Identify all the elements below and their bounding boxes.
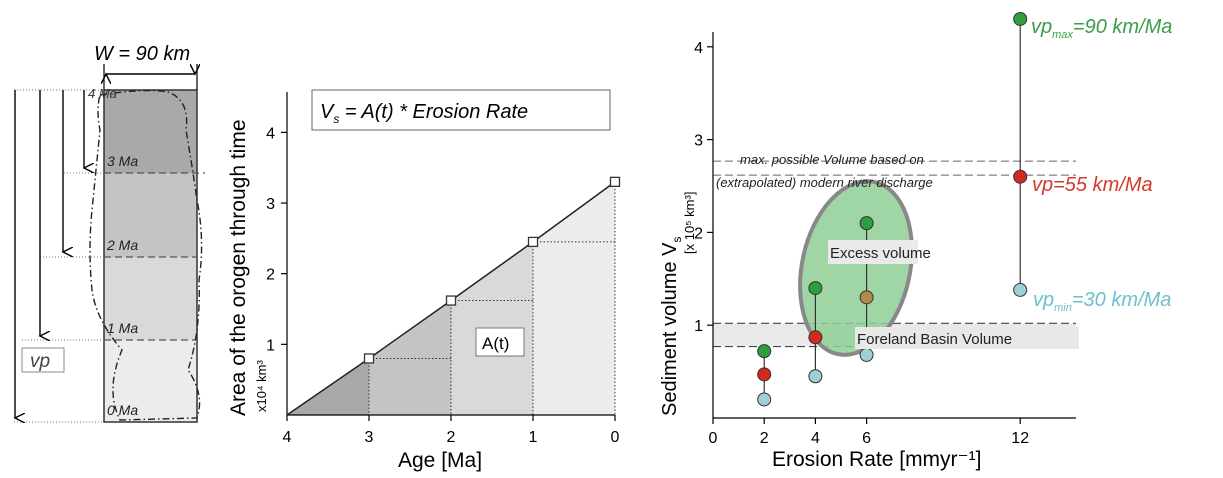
foreland-label: Foreland Basin Volume [857, 331, 1012, 348]
max-volume-label-2: (extrapolated) modern river discharge [716, 175, 933, 190]
data-point [445, 295, 457, 306]
data-point-green [808, 281, 823, 296]
data-point-green [757, 344, 772, 359]
y-tick-label: 1 [266, 337, 275, 354]
band-1-0 [104, 340, 197, 422]
band-2-1 [104, 257, 197, 340]
x-tick-label: 0 [709, 430, 718, 447]
area-line [286, 176, 621, 416]
excess-label-box [828, 240, 918, 264]
data-point [609, 176, 621, 187]
age-label-2ma: 2 Ma [106, 237, 138, 253]
band-3-2 [104, 173, 197, 257]
age-label-0ma: 0 Ma [107, 402, 138, 418]
data-point-green [1013, 11, 1028, 26]
vp-label-box [21, 347, 65, 373]
data-point [363, 353, 375, 364]
x-tick-label: 6 [862, 430, 871, 447]
region-label-box [475, 327, 525, 357]
area-segment [369, 300, 451, 415]
data-point-cyan [757, 392, 772, 407]
area-y-label: Area of the orogen through time [227, 119, 250, 416]
y-tick-label: 4 [694, 40, 703, 57]
x-tick-label: 1 [529, 429, 538, 446]
y-tick-label: 3 [694, 133, 703, 150]
age-label-4ma: 4 Ma [88, 86, 117, 101]
data-point-brown [859, 290, 874, 305]
data-point-cyan [808, 369, 823, 384]
age-label-3ma: 3 Ma [107, 153, 138, 169]
data-point [527, 236, 539, 248]
x-tick-label: 4 [283, 429, 292, 446]
area-segment [533, 181, 615, 415]
y-tick-label: 2 [694, 225, 703, 242]
formula-box [311, 89, 611, 131]
scatter-x-label: Erosion Rate [mmyr⁻¹] [772, 448, 981, 471]
scatter-y-label: Sediment volume Vs [659, 237, 684, 416]
x-tick-label: 3 [365, 429, 374, 446]
y-tick-label: 3 [266, 196, 275, 213]
x-tick-label: 0 [611, 429, 620, 446]
x-tick-label: 4 [811, 430, 820, 447]
scatter-y-unit: [x 10⁵ km³] [682, 192, 697, 254]
foreland-label-box [855, 327, 1079, 349]
data-point-red [757, 367, 772, 382]
data-point-green [859, 216, 874, 231]
x-tick-label: 2 [447, 429, 456, 446]
x-tick-label: 12 [1011, 430, 1029, 447]
vp-min-label: vpmin=30 km/Ma [1033, 289, 1171, 314]
y-tick-label: 2 [266, 267, 275, 284]
excess-label: Excess volume [830, 245, 931, 262]
width-label: W = 90 km [94, 43, 190, 65]
excess-volume-ellipse [798, 179, 914, 357]
x-tick-label: 2 [760, 430, 769, 447]
orogen-schematic-panel: W = 90 km vp 4 Ma 3 Ma 2 Ma 1 Ma 0 Ma [14, 43, 205, 422]
scatter-axes [712, 32, 1076, 419]
data-point-red [808, 330, 823, 345]
area-x-label: Age [Ma] [398, 449, 482, 472]
band-4-3 [104, 90, 197, 173]
orogen-outline-dashdot [89, 89, 203, 421]
data-point-red [1013, 169, 1028, 184]
area-ticks: 4 3 2 1 0 1 2 3 4 [266, 125, 619, 446]
vp-max-label: vpmax=90 km/Ma [1031, 16, 1172, 41]
scatter-points [757, 11, 1028, 407]
area-y-unit: x10⁴ km³ [254, 360, 269, 412]
age-label-1ma: 1 Ma [107, 320, 138, 336]
data-point-cyan [1013, 282, 1028, 297]
vp-label: vp [30, 351, 50, 372]
area-guide-lines [368, 181, 616, 415]
y-tick-label: 4 [266, 125, 275, 142]
max-volume-label-1: max. possible Volume based on [740, 152, 924, 167]
y-tick-label: 1 [694, 318, 703, 335]
formula: Vs = A(t) * Erosion Rate [320, 101, 528, 126]
data-point-cyan [859, 347, 874, 362]
vp-mid-label: vp=55 km/Ma [1032, 174, 1153, 196]
region-label: A(t) [482, 334, 509, 353]
